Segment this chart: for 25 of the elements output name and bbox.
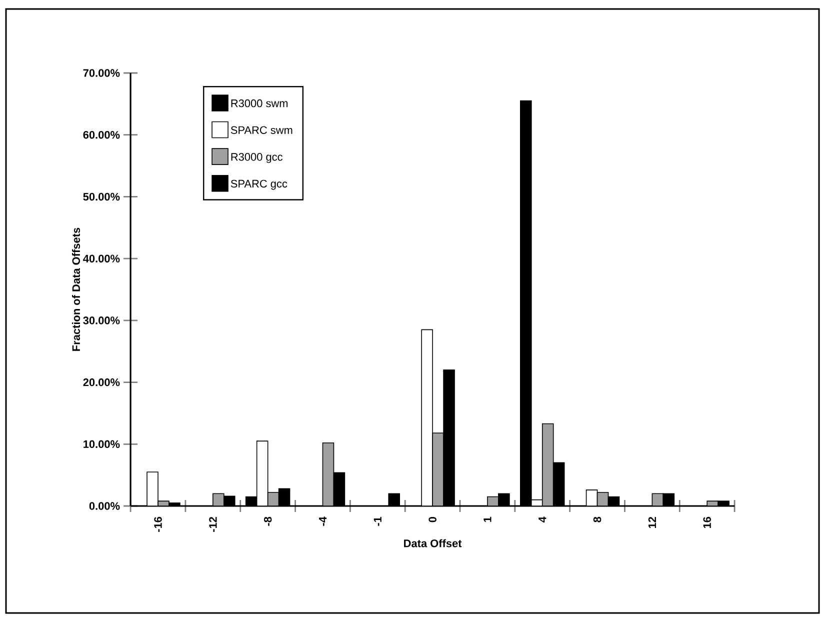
x-tick-label: -8 (264, 516, 272, 526)
x-tick-label: -16 (154, 516, 162, 532)
x-tick-label: -12 (209, 516, 217, 532)
y-tick-label: 0.00% (89, 502, 120, 510)
legend-label: R3000 swm (231, 99, 288, 108)
x-axis-title: Data Offset (404, 539, 462, 548)
x-tick-label: -4 (318, 516, 326, 526)
y-tick-label: 10.00% (84, 440, 120, 448)
x-tick-label: 4 (538, 516, 546, 522)
legend-label: SPARC gcc (230, 180, 288, 190)
y-tick-label: 60.00% (83, 130, 120, 139)
legend-label: R3000 gcc (231, 153, 282, 163)
y-tick-label: 70.00% (83, 69, 120, 77)
x-tick-label: 8 (593, 516, 602, 522)
y-tick-label: 30.00% (83, 316, 120, 324)
y-axis-title: Fraction of Data Offsets (72, 228, 80, 351)
x-tick-label: 1 (484, 516, 492, 522)
x-tick-label: 16 (703, 516, 711, 528)
x-tick-label: 12 (648, 516, 656, 528)
y-tick-label: 40.00% (83, 254, 120, 262)
x-tick-label: 0 (428, 516, 436, 522)
legend-label: SPARC swm (230, 126, 292, 134)
y-tick-label: 20.00% (83, 378, 120, 386)
y-tick-label: 50.00% (83, 192, 120, 201)
x-tick-label: -1 (374, 516, 382, 526)
